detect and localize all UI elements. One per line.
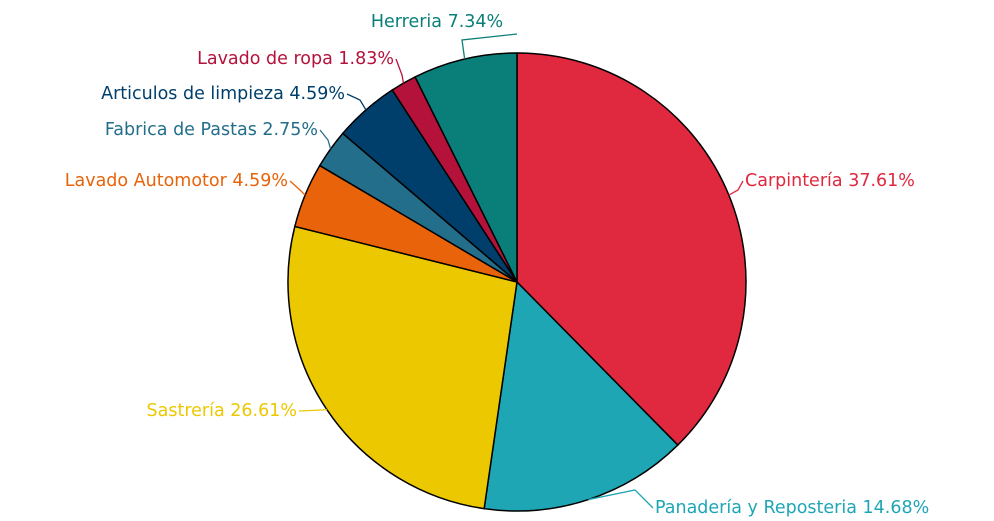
slice-value: 26.61%: [230, 401, 297, 421]
slice-value: 37.61%: [848, 171, 915, 191]
slice-label: Sastrería 26.61%: [147, 401, 297, 421]
leader-line: [461, 33, 518, 60]
leader-line: [395, 58, 405, 84]
slice-value: 14.68%: [863, 498, 930, 518]
slice-name: Lavado Automotor: [65, 171, 228, 191]
slice-name: Panadería y Reposteria: [655, 498, 857, 518]
leader-line: [298, 408, 327, 412]
slice-name: Fabrica de Pastas: [105, 120, 257, 140]
slice-value: 2.75%: [262, 120, 318, 140]
slice-label: Fabrica de Pastas 2.75%: [105, 120, 318, 140]
leader-line: [346, 93, 367, 111]
leader-line: [728, 180, 744, 196]
slice-value: 4.59%: [289, 84, 345, 104]
leader-line: [289, 180, 306, 196]
slice-label: Articulos de limpieza 4.59%: [101, 84, 345, 104]
pie-slice: [516, 52, 747, 447]
slice-value: 1.83%: [338, 49, 394, 69]
leader-line: [588, 489, 654, 509]
slice-name: Articulos de limpieza: [101, 84, 284, 104]
slice-name: Carpintería: [745, 171, 843, 191]
slice-label: Lavado Automotor 4.59%: [65, 171, 288, 191]
slice-name: Herreria: [371, 12, 442, 32]
leader-line: [319, 129, 332, 150]
slice-value: 7.34%: [448, 12, 504, 32]
slice-label: Herreria 7.34%: [371, 12, 503, 32]
pie-slice: [414, 52, 518, 283]
slice-label: Carpintería 37.61%: [745, 171, 915, 191]
slice-label: Panadería y Reposteria 14.68%: [655, 498, 929, 518]
slice-label: Lavado de ropa 1.83%: [197, 49, 394, 69]
pie-slice: [483, 280, 679, 512]
slice-name: Lavado de ropa: [197, 49, 333, 69]
slice-name: Sastrería: [147, 401, 225, 421]
slice-value: 4.59%: [232, 171, 288, 191]
pie-slice: [287, 225, 518, 510]
